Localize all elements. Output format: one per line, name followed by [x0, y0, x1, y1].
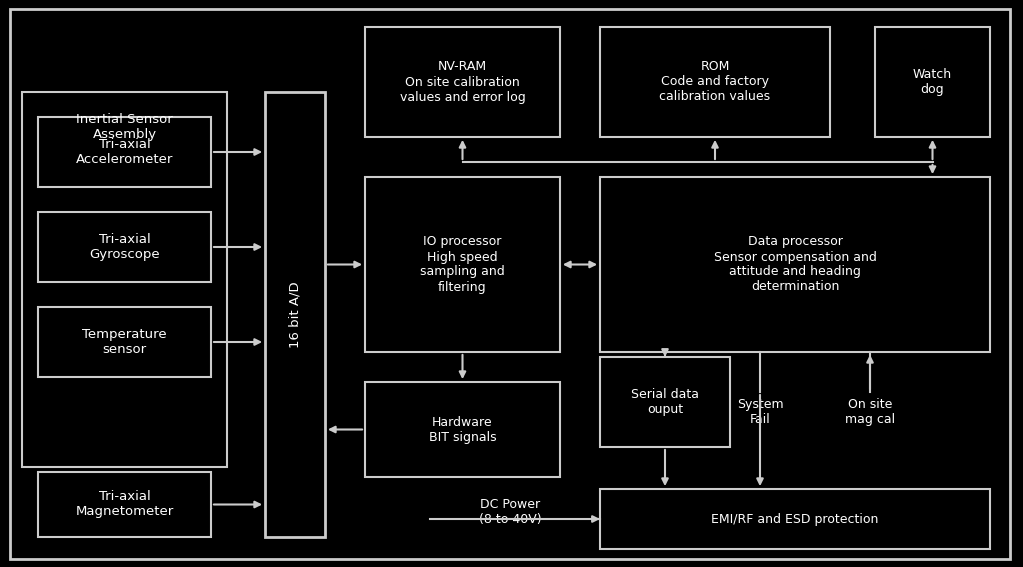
Text: Tri-axial
Accelerometer: Tri-axial Accelerometer — [76, 138, 173, 166]
Bar — [601, 357, 730, 447]
Text: Data processor
Sensor compensation and
attitude and heading
determination: Data processor Sensor compensation and a… — [714, 235, 877, 294]
Bar — [38, 117, 211, 187]
Text: On site
mag cal: On site mag cal — [845, 398, 895, 426]
Text: Inertial Sensor
Assembly: Inertial Sensor Assembly — [76, 113, 173, 141]
Bar — [601, 177, 990, 352]
Bar — [265, 92, 325, 537]
Bar — [38, 472, 211, 537]
Text: Tri-axial
Magnetometer: Tri-axial Magnetometer — [76, 490, 174, 518]
Bar — [601, 489, 990, 549]
Bar — [23, 92, 227, 467]
Bar — [365, 27, 560, 137]
Text: Temperature
sensor: Temperature sensor — [82, 328, 167, 356]
Bar — [38, 307, 211, 377]
Text: 16 bit A/D: 16 bit A/D — [288, 281, 302, 348]
Bar — [875, 27, 990, 137]
Text: IO processor
High speed
sampling and
filtering: IO processor High speed sampling and fil… — [420, 235, 505, 294]
Bar — [601, 27, 830, 137]
Text: EMI/RF and ESD protection: EMI/RF and ESD protection — [711, 513, 879, 526]
Bar — [365, 177, 560, 352]
Text: Tri-axial
Gyroscope: Tri-axial Gyroscope — [89, 233, 160, 261]
Text: Watch
dog: Watch dog — [913, 68, 952, 96]
Text: NV-RAM
On site calibration
values and error log: NV-RAM On site calibration values and er… — [400, 61, 526, 104]
Text: System
Fail: System Fail — [737, 398, 784, 426]
Text: DC Power
(8 to 40V): DC Power (8 to 40V) — [479, 498, 541, 526]
Text: Serial data
ouput: Serial data ouput — [631, 388, 699, 416]
Bar — [365, 382, 560, 477]
Bar — [38, 212, 211, 282]
Text: ROM
Code and factory
calibration values: ROM Code and factory calibration values — [660, 61, 770, 104]
Text: Hardware
BIT signals: Hardware BIT signals — [429, 416, 496, 443]
